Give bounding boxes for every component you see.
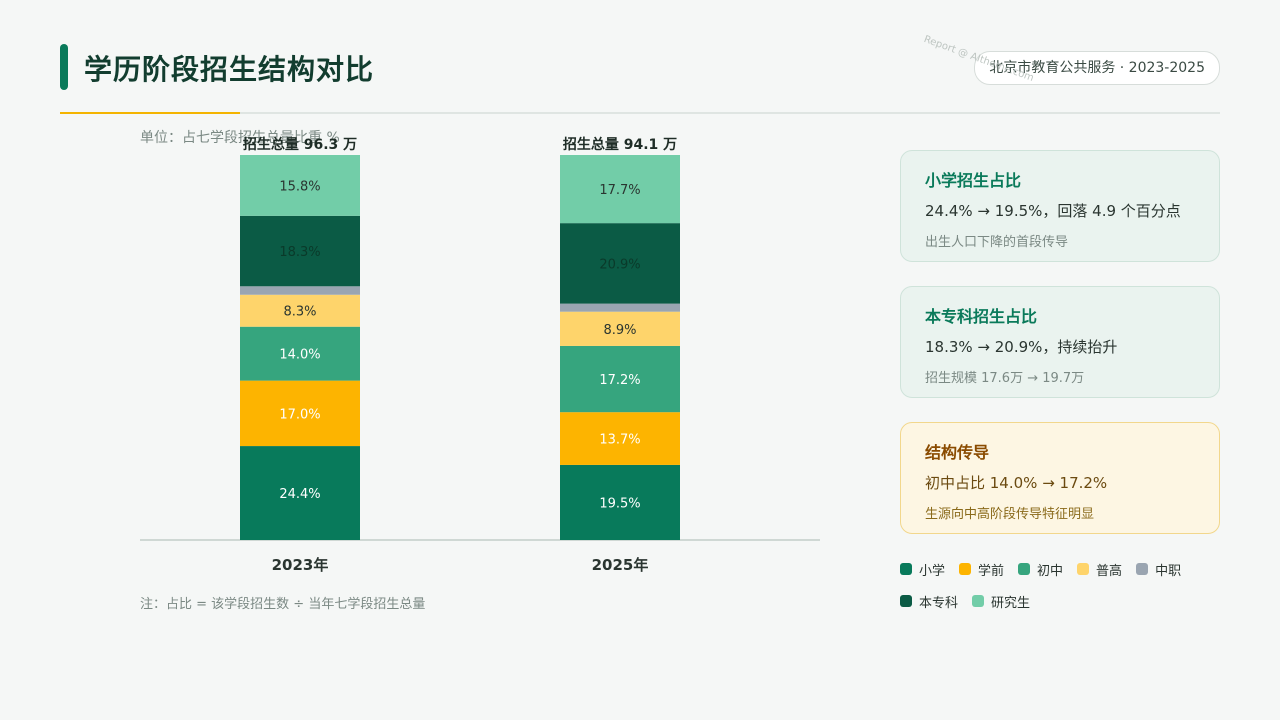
legend-item: 本专科 bbox=[900, 593, 959, 611]
legend-swatch bbox=[959, 563, 972, 575]
legend-swatch bbox=[900, 595, 912, 607]
card-title: 本专科招生占比 bbox=[925, 307, 1038, 326]
bar-segment bbox=[240, 380, 360, 447]
data-label: 17.2% bbox=[599, 373, 640, 388]
card-sub-text: 招生规模 17.6万 → 19.7万 bbox=[925, 371, 1085, 386]
bar-segment bbox=[240, 446, 360, 540]
card-title: 小学招生占比 bbox=[925, 171, 1022, 190]
data-label: 15.8% bbox=[279, 179, 320, 194]
bar-segment bbox=[240, 286, 360, 295]
insight-card-structure: 结构传导 初中占比 14.0% → 17.2% 生源向中高阶段传导特征明显 bbox=[900, 422, 1220, 534]
insight-card-primary: 小学招生占比 24.4% → 19.5%，回落 4.9 个百分点 出生人口下降的… bbox=[900, 150, 1220, 262]
x-tick-label: 2023年 bbox=[272, 556, 329, 574]
bar-segment bbox=[560, 412, 680, 465]
legend-item: 初中 bbox=[1018, 561, 1064, 579]
card-main-text: 24.4% → 19.5%，回落 4.9 个百分点 bbox=[925, 202, 1181, 220]
bar-segment bbox=[240, 326, 360, 381]
card-main-text: 初中占比 14.0% → 17.2% bbox=[925, 474, 1108, 492]
chart-legend: 小学 学前 初中 普高 中职本专科 研究生 bbox=[900, 561, 1230, 611]
data-label: 18.3% bbox=[279, 245, 320, 260]
legend-swatch bbox=[1018, 563, 1031, 575]
data-label: 24.4% bbox=[279, 487, 320, 502]
legend-item: 研究生 bbox=[972, 593, 1031, 611]
legend-label: 学前 bbox=[978, 563, 1005, 579]
card-sub-text: 生源向中高阶段传导特征明显 bbox=[925, 507, 1095, 522]
stacked-bar-chart: 24.4% 17.0% 14.0% 8.3% 18.3% 15.8% 招生总量 96.3 万… bbox=[140, 136, 820, 574]
bar-segment bbox=[560, 464, 680, 540]
bar-segment bbox=[560, 303, 680, 312]
bar-total-label: 招生总量 94.1 万 bbox=[563, 136, 677, 153]
bar-segment bbox=[560, 155, 680, 224]
legend-label: 中职 bbox=[1155, 563, 1182, 579]
chart-footnote: 注：占比 = 该学段招生数 ÷ 当年七学段招生总量 bbox=[140, 597, 426, 612]
legend-swatch bbox=[1136, 563, 1149, 575]
legend-item: 小学 bbox=[900, 561, 946, 579]
page-title: 学历阶段招生结构对比 bbox=[84, 53, 375, 86]
bar-segment bbox=[240, 215, 360, 287]
bar-segment bbox=[560, 311, 680, 346]
legend-item: 中职 bbox=[1136, 561, 1182, 579]
data-label: 8.3% bbox=[283, 305, 316, 320]
legend-label: 普高 bbox=[1096, 563, 1123, 579]
data-label: 17.7% bbox=[599, 183, 640, 198]
title-accent-bar bbox=[60, 44, 68, 90]
data-label: 20.9% bbox=[599, 257, 640, 272]
card-sub-text: 出生人口下降的首段传导 bbox=[925, 235, 1069, 250]
data-label: 14.0% bbox=[279, 348, 320, 363]
legend-label: 小学 bbox=[919, 563, 946, 579]
header-divider bbox=[60, 112, 1220, 114]
bar-segment bbox=[240, 155, 360, 216]
legend-swatch bbox=[972, 595, 985, 607]
legend-swatch bbox=[1077, 563, 1090, 575]
unit-label: 单位：占七学段招生总量比重 % bbox=[140, 130, 340, 146]
bar-segment bbox=[560, 223, 680, 304]
data-label: 17.0% bbox=[279, 407, 320, 422]
legend-swatch bbox=[900, 563, 912, 575]
legend-label: 初中 bbox=[1037, 563, 1064, 579]
legend-item: 学前 bbox=[959, 561, 1005, 579]
bar-segment bbox=[240, 294, 360, 327]
bar-total-label: 招生总量 96.3 万 bbox=[243, 136, 357, 153]
bar-segment bbox=[560, 345, 680, 413]
insight-card-higher-ed: 本专科招生占比 18.3% → 20.9%，持续抬升 招生规模 17.6万 → … bbox=[900, 286, 1220, 398]
legend-item: 普高 bbox=[1077, 561, 1123, 579]
card-main-text: 18.3% → 20.9%，持续抬升 bbox=[925, 338, 1118, 356]
data-label: 8.9% bbox=[603, 323, 636, 338]
x-tick-label: 2025年 bbox=[592, 556, 649, 574]
data-label: 19.5% bbox=[599, 496, 640, 511]
header-divider-accent bbox=[60, 112, 240, 114]
legend-label: 本专科 bbox=[919, 595, 959, 611]
source-badge: 北京市教育公共服务 · 2023-2025 bbox=[974, 51, 1220, 85]
legend-label: 研究生 bbox=[991, 595, 1031, 611]
data-label: 13.7% bbox=[599, 433, 640, 448]
card-title: 结构传导 bbox=[925, 443, 990, 462]
